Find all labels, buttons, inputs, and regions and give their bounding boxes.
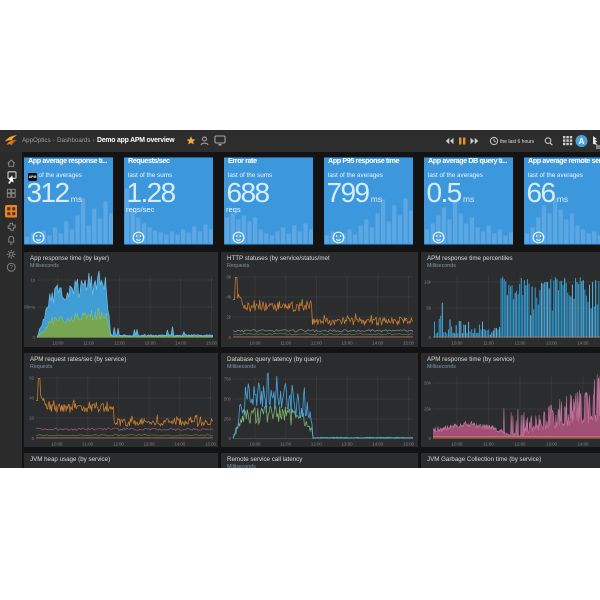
svg-text:5k: 5k [426, 306, 431, 311]
svg-text:13:00: 13:00 [342, 341, 354, 346]
svg-text:14:00: 14:00 [174, 441, 186, 446]
svg-text:12:00: 12:00 [515, 441, 527, 446]
svg-text:0: 0 [229, 436, 232, 441]
svg-text:13:00: 13:00 [342, 441, 354, 446]
svg-text:15:00: 15:00 [403, 341, 415, 346]
svg-text:12:00: 12:00 [311, 441, 323, 446]
svg-text:1s: 1s [30, 278, 35, 283]
svg-text:13:00: 13:00 [145, 341, 157, 346]
svg-text:0: 0 [429, 335, 432, 340]
svg-text:10:00: 10:00 [53, 341, 65, 346]
svg-text:13:00: 13:00 [546, 441, 558, 446]
svg-text:11:00: 11:00 [280, 341, 291, 346]
svg-text:0: 0 [429, 436, 432, 441]
svg-text:13:00: 13:00 [144, 441, 156, 446]
svg-text:750: 750 [224, 376, 232, 381]
svg-text:12:00: 12:00 [515, 341, 527, 346]
svg-text:the last 6 hours: the last 6 hours [500, 139, 535, 145]
svg-text:14:00: 14:00 [372, 441, 384, 446]
svg-text:?: ? [9, 265, 12, 271]
svg-text:15:00: 15:00 [206, 341, 218, 346]
svg-text:A: A [579, 137, 585, 146]
svg-text:11:00: 11:00 [83, 341, 94, 346]
svg-text:60: 60 [29, 375, 34, 380]
svg-text:10k: 10k [424, 280, 432, 285]
svg-text:40: 40 [29, 395, 34, 400]
svg-text:0: 0 [229, 335, 232, 340]
svg-text:500: 500 [224, 396, 232, 401]
svg-text:11:00: 11:00 [82, 441, 93, 446]
svg-text:25k: 25k [424, 406, 432, 411]
svg-text:13:00: 13:00 [546, 341, 558, 346]
svg-text:6k: 6k [226, 275, 231, 280]
svg-text:4k: 4k [226, 295, 231, 300]
svg-text:11:00: 11:00 [483, 341, 494, 346]
svg-text:14:00: 14:00 [372, 341, 384, 346]
svg-text:0: 0 [33, 335, 36, 340]
svg-text:15:00: 15:00 [403, 441, 415, 446]
svg-text:12:00: 12:00 [113, 441, 125, 446]
svg-text:12:00: 12:00 [311, 341, 323, 346]
svg-text:10:00: 10:00 [250, 441, 262, 446]
svg-text:10:00: 10:00 [452, 441, 464, 446]
svg-text:10:00: 10:00 [250, 341, 262, 346]
svg-text:10:00: 10:00 [452, 341, 464, 346]
svg-text:14:00: 14:00 [578, 441, 590, 446]
svg-text:2k: 2k [226, 315, 231, 320]
svg-text:10:00: 10:00 [52, 441, 64, 446]
svg-text:14:00: 14:00 [175, 341, 187, 346]
svg-text:15:00: 15:00 [205, 441, 217, 446]
svg-text:14:00: 14:00 [578, 341, 590, 346]
svg-text:250: 250 [224, 416, 232, 421]
svg-text:50k: 50k [424, 380, 432, 385]
svg-text:0: 0 [32, 436, 35, 441]
svg-text:11:00: 11:00 [483, 441, 494, 446]
svg-text:500ms: 500ms [24, 305, 35, 310]
svg-text:12:00: 12:00 [114, 341, 126, 346]
svg-text:20: 20 [29, 415, 34, 420]
svg-text:11:00: 11:00 [280, 441, 291, 446]
